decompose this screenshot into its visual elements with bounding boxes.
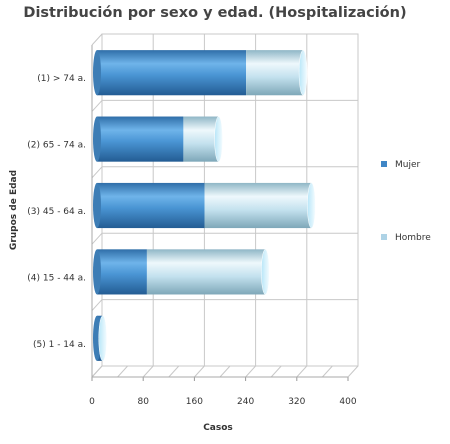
bar-cap-right bbox=[98, 315, 108, 362]
side-line bbox=[91, 100, 103, 112]
floor-line bbox=[322, 365, 333, 378]
bar-mujer bbox=[97, 182, 205, 229]
bar-hombre bbox=[146, 249, 266, 295]
floor-line bbox=[219, 365, 231, 378]
bar-cap-left bbox=[93, 116, 101, 162]
bar-hombre bbox=[204, 182, 312, 229]
bar-hombre bbox=[183, 116, 219, 162]
x-tick-label: 240 bbox=[237, 397, 254, 407]
side-line bbox=[91, 299, 103, 311]
bar-cap-left bbox=[93, 182, 101, 229]
legend-label-mujer: Mujer bbox=[395, 160, 421, 170]
floor-line bbox=[245, 365, 256, 378]
x-tick-label: 80 bbox=[137, 397, 149, 407]
x-tick-label: 400 bbox=[339, 397, 356, 407]
tick-labels: (1) > 74 a. (2) 65 - 74 a. (3) 45 - 64 a. (… bbox=[27, 74, 357, 407]
floor-line bbox=[142, 365, 154, 378]
legend: Mujer Hombre bbox=[381, 160, 431, 243]
legend-swatch-mujer bbox=[381, 161, 387, 167]
y-tick-label: (3) 45 - 64 a. bbox=[27, 207, 86, 217]
bar-cap-right bbox=[261, 249, 270, 295]
y-tick-label: (1) > 74 a. bbox=[37, 74, 86, 84]
side-line bbox=[91, 33, 103, 46]
bar-cap-left bbox=[93, 50, 101, 96]
bar-mujer bbox=[97, 50, 247, 96]
bar-cap-right bbox=[298, 49, 308, 96]
bar-hombre bbox=[246, 50, 304, 96]
bars bbox=[93, 49, 316, 362]
floor-line bbox=[194, 365, 205, 378]
legend-swatch-hombre bbox=[381, 234, 387, 240]
chart-title: Distribución por sexo y edad. (Hospitali… bbox=[23, 5, 407, 21]
floor-line bbox=[296, 365, 308, 378]
floor-line bbox=[347, 365, 359, 378]
side-line bbox=[91, 365, 103, 378]
bar-cap-right bbox=[307, 182, 316, 229]
x-tick-label: 160 bbox=[186, 397, 203, 407]
legend-label-hombre: Hombre bbox=[395, 233, 431, 243]
y-tick-label: (4) 15 - 44 a. bbox=[27, 273, 86, 283]
y-axis-title: Grupos de Edad bbox=[9, 170, 19, 250]
side-line bbox=[91, 166, 103, 179]
floor-line bbox=[117, 365, 128, 378]
side-line bbox=[91, 232, 103, 245]
x-axis-title: Casos bbox=[203, 423, 233, 433]
bar-mujer bbox=[97, 249, 147, 295]
bar-cap-left bbox=[93, 315, 101, 361]
bar-cap-right bbox=[214, 116, 223, 162]
y-tick-label: (5) 1 - 14 a. bbox=[33, 340, 86, 350]
x-tick-label: 320 bbox=[288, 397, 305, 407]
bar-cap-left bbox=[93, 249, 101, 295]
floor-line bbox=[270, 365, 282, 378]
y-tick-label: (2) 65 - 74 a. bbox=[27, 141, 86, 151]
x-tick-label: 0 bbox=[89, 397, 95, 407]
bar-mujer bbox=[97, 116, 184, 162]
floor-line bbox=[168, 365, 180, 378]
